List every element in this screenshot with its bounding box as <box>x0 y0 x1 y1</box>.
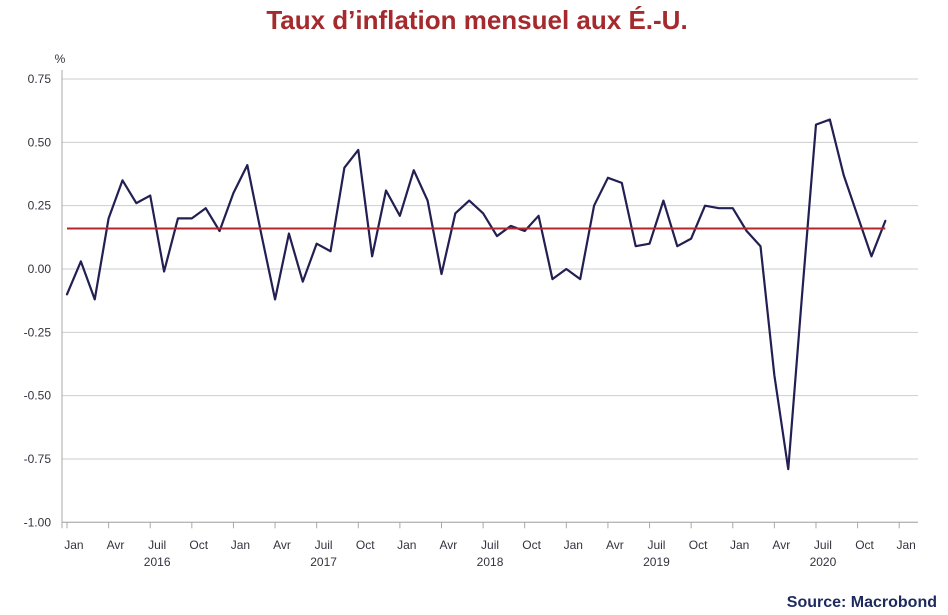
x-tick-label: Oct <box>189 538 208 552</box>
source-note: Source: Macrobond <box>787 594 937 611</box>
x-tick-label: Jan <box>231 538 250 552</box>
y-tick-label: 0.25 <box>28 199 52 213</box>
y-tick-label: -1.00 <box>24 515 52 529</box>
x-tick-label: Avr <box>772 538 790 552</box>
y-tick-label: 0.00 <box>28 262 52 276</box>
x-year-label: 2020 <box>810 555 837 569</box>
x-tick-label: Oct <box>855 538 874 552</box>
y-tick-labels: 0.75 0.50 0.25 0.00 -0.25 -0.50 -0.75 -1.00 <box>24 72 52 529</box>
x-tick-label: Avr <box>107 538 125 552</box>
x-tick-label: Jan <box>397 538 416 552</box>
x-year-label: 2017 <box>310 555 337 569</box>
x-tick-label: Avr <box>440 538 458 552</box>
y-axis-unit-label: % <box>55 52 66 66</box>
x-tick-label: Juil <box>814 538 832 552</box>
y-tick-label: -0.50 <box>24 389 52 403</box>
gridlines <box>62 78 918 523</box>
x-tick-label: Avr <box>273 538 291 552</box>
y-tick-label: 0.50 <box>28 135 52 149</box>
y-tick-label: -0.75 <box>24 452 52 466</box>
x-tick-label: Juil <box>647 538 665 552</box>
x-tick-label: Jan <box>564 538 583 552</box>
axes <box>61 70 918 529</box>
x-tick-label: Oct <box>689 538 708 552</box>
x-year-label: 2019 <box>643 555 670 569</box>
x-tick-label: Avr <box>606 538 624 552</box>
y-tick-label: -0.25 <box>24 325 52 339</box>
x-tick-label: Oct <box>356 538 375 552</box>
x-tick-label: Juil <box>315 538 333 552</box>
x-year-label: 2018 <box>477 555 504 569</box>
plot-series <box>65 118 887 471</box>
y-tick-label: 0.75 <box>28 72 52 86</box>
x-tick-label: Juil <box>481 538 499 552</box>
x-tick-label: Jan <box>730 538 749 552</box>
inflation-series-line <box>65 118 887 471</box>
x-tick-label: Jan <box>896 538 915 552</box>
chart-title: Taux d’inflation mensuel aux É.-U. <box>266 5 687 35</box>
x-year-label: 2016 <box>144 555 171 569</box>
x-tick-labels: Jan Avr Juil Oct Jan Avr Juil Oct Jan Avr Juil Oct J… <box>64 538 916 569</box>
x-tick-label: Jan <box>64 538 83 552</box>
x-tick-label: Oct <box>522 538 541 552</box>
x-tick-label: Juil <box>148 538 166 552</box>
